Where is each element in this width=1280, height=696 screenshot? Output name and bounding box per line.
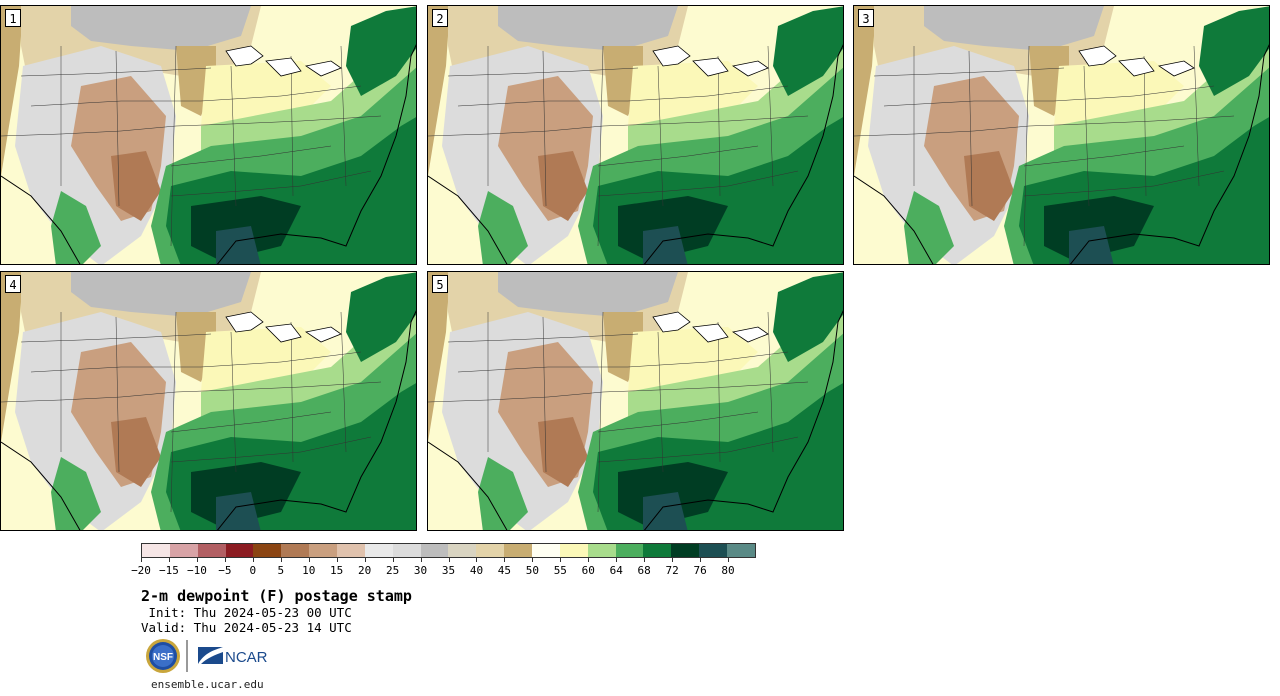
- colorbar-tick-label: 10: [302, 564, 316, 577]
- colorbar-tick: [616, 558, 618, 562]
- colorbar-tick-label: 45: [497, 564, 512, 577]
- nsf-logo: NSF: [146, 639, 180, 673]
- colorbar-swatch: [699, 544, 728, 557]
- member-number-label: 1: [5, 9, 21, 27]
- nsf-logo-text: NSF: [153, 652, 173, 663]
- colorbar-tick-label: 35: [441, 564, 456, 577]
- colorbar-swatch: [169, 544, 198, 557]
- colorbar-swatch: [309, 544, 338, 557]
- colorbar-swatch: [281, 544, 310, 557]
- colorbar-tick-label: 76: [693, 564, 707, 577]
- colorbar-tick-label: 5: [277, 564, 285, 577]
- colorbar-swatch: [337, 544, 365, 557]
- colorbar-tick: [336, 558, 338, 562]
- colorbar-tick: [560, 558, 562, 562]
- colorbar-tick-label: 0: [249, 564, 257, 577]
- colorbar-tick-label: 72: [665, 564, 679, 577]
- colorbar-tick: [392, 558, 394, 562]
- colorbar-tick-label: −20: [131, 564, 151, 577]
- colorbar-tick-label: 25: [385, 564, 400, 577]
- colorbar-swatch: [392, 544, 421, 557]
- member-number-label: 3: [858, 9, 874, 27]
- member-panel-3: 3: [853, 5, 1270, 265]
- colorbar-tick-label: −15: [159, 564, 179, 577]
- colorbar-tick: [280, 558, 282, 562]
- ncar-logo: NCAR: [198, 647, 268, 666]
- member-panel-4: 4: [0, 271, 417, 531]
- colorbar-swatch: [142, 544, 170, 557]
- colorbar-swatch: [197, 544, 226, 557]
- colorbar-tick-labels: −20 −15 −10 −5 0 5 10 15 20 25 30 35 40 45 50 55 60 64 68 7…: [131, 564, 756, 578]
- colorbar-tick: [141, 558, 142, 562]
- colorbar-tickmarks: [141, 558, 756, 562]
- colorbar-tick-label: −5: [218, 564, 232, 577]
- member-number-label: 5: [432, 275, 448, 293]
- colorbar-swatch: [615, 544, 644, 557]
- colorbar-swatch: [504, 544, 533, 557]
- colorbar-tick-label: −10: [186, 564, 207, 577]
- colorbar-tick-label: 60: [581, 564, 595, 577]
- colorbar-tick: [420, 558, 422, 562]
- member-number-label: 4: [5, 275, 21, 293]
- dewpoint-map: [428, 6, 843, 264]
- website-url: ensemble.ucar.edu: [151, 678, 264, 691]
- colorbar-tick: [588, 558, 590, 562]
- colorbar: [141, 543, 756, 558]
- colorbar-tick-label: 50: [525, 564, 539, 577]
- colorbar-tick-label: 68: [637, 564, 651, 577]
- colorbar-swatch: [727, 544, 755, 557]
- colorbar-swatch: [587, 544, 616, 557]
- colorbar-tick: [700, 558, 702, 562]
- colorbar-swatch: [476, 544, 505, 557]
- colorbar-swatch: [420, 544, 449, 557]
- colorbar-tick: [196, 558, 198, 562]
- colorbar-swatch: [559, 544, 588, 557]
- colorbar-tick: [224, 558, 226, 562]
- colorbar-tick: [364, 558, 366, 562]
- valid-time: Valid: Thu 2024-05-23 14 UTC: [141, 620, 352, 635]
- colorbar-swatch: [671, 544, 700, 557]
- plot-title: 2-m dewpoint (F) postage stamp: [141, 587, 412, 605]
- colorbar-swatch: [253, 544, 282, 557]
- colorbar-tick-label: 64: [609, 564, 623, 577]
- ncar-logo-text: NCAR: [225, 649, 268, 666]
- colorbar-tick-label: 20: [358, 564, 372, 577]
- dewpoint-map: [428, 272, 843, 530]
- colorbar-tick-label: 40: [469, 564, 484, 577]
- member-number-label: 2: [432, 9, 448, 27]
- dewpoint-map: [1, 6, 416, 264]
- dewpoint-map: [1, 272, 416, 530]
- colorbar-swatch: [448, 544, 477, 557]
- colorbar-tick-label: 80: [721, 564, 735, 577]
- colorbar-tick: [672, 558, 674, 562]
- colorbar-swatch: [643, 544, 672, 557]
- colorbar-tick: [644, 558, 646, 562]
- colorbar-tick: [504, 558, 506, 562]
- colorbar-tick: [252, 558, 254, 562]
- member-panel-2: 2: [427, 5, 844, 265]
- colorbar-tick-label: 55: [553, 564, 567, 577]
- colorbar-swatch: [364, 544, 393, 557]
- colorbar-swatch: [225, 544, 254, 557]
- colorbar-tick: [728, 558, 730, 562]
- member-panel-5: 5: [427, 271, 844, 531]
- colorbar-tick: [476, 558, 478, 562]
- member-panel-1: 1: [0, 5, 417, 265]
- init-time: Init: Thu 2024-05-23 00 UTC: [141, 605, 352, 620]
- colorbar-tick: [532, 558, 534, 562]
- colorbar-swatch: [532, 544, 560, 557]
- colorbar-tick: [168, 558, 170, 562]
- dewpoint-map: [854, 6, 1269, 264]
- colorbar-tick-label: 15: [330, 564, 344, 577]
- colorbar-tick: [448, 558, 450, 562]
- colorbar-tick-label: 30: [413, 564, 428, 577]
- colorbar-tick: [308, 558, 310, 562]
- logos: NSF NCAR: [145, 638, 285, 674]
